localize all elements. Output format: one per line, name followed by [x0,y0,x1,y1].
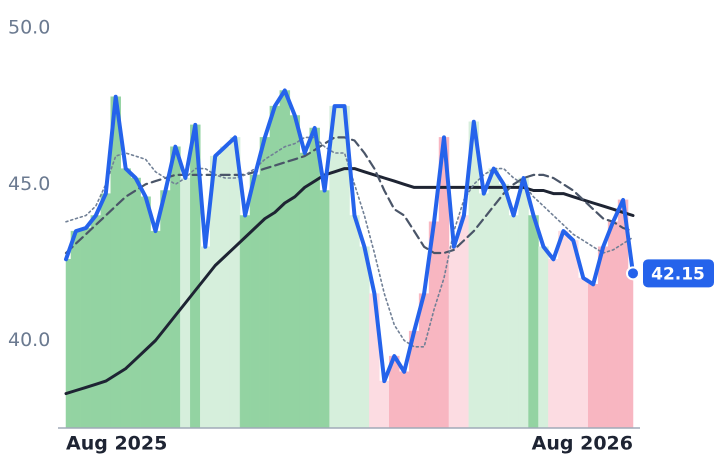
regime-fill [100,193,112,429]
x-tick-label: Aug 2025 [66,433,167,455]
regime-fill [508,215,519,429]
regime-fill [607,221,619,429]
regime-fill [458,215,470,429]
regime-fill [90,215,102,429]
regime-fill [279,90,291,429]
regime-fill [538,246,549,429]
regime-fill [349,215,360,429]
regime-fill [448,246,460,429]
regime-fill [150,230,161,429]
regime-fill [558,230,569,429]
regime-fill [379,380,390,429]
regime-fill [219,146,231,429]
series-line [64,88,635,384]
regime-fill [548,259,559,429]
regime-fill [478,193,490,429]
regime-fill [578,277,589,429]
last-value-badge [643,259,714,288]
regime-fill [160,190,171,429]
regime-fill [329,105,340,429]
regime-fill [568,240,579,429]
regime-fill [170,146,181,429]
regime-fill [65,259,72,429]
regime-fill [120,168,131,429]
last-point [626,266,640,281]
regime-fill [528,215,539,429]
regime-fill [299,152,310,429]
regime-fill [587,284,599,429]
regime-fill [309,127,320,429]
regime-fill [398,371,410,429]
regime-fill [498,184,509,429]
x-tick-label: Aug 2026 [532,433,633,455]
regime-fill [259,137,271,429]
regime-fill [70,230,82,429]
regime-fill [627,273,634,429]
regime-fill [229,137,241,429]
y-tick-label: 50.0 [8,17,50,39]
regime-fill [597,246,609,429]
regime-fill [319,190,330,429]
regime-fill [140,196,151,429]
series-line [64,136,635,255]
y-tick-label: 45.0 [8,173,50,195]
regime-fill [289,115,301,429]
regime-fill [518,177,529,429]
y-tick-label: 40.0 [8,329,50,351]
regime-fill [80,227,92,429]
last-value-label: 42.15 [651,264,705,284]
regime-fill [359,246,370,429]
regime-fill [488,168,499,429]
regime-fill [249,174,261,429]
regime-fill [239,215,251,429]
regime-fill [130,177,141,429]
